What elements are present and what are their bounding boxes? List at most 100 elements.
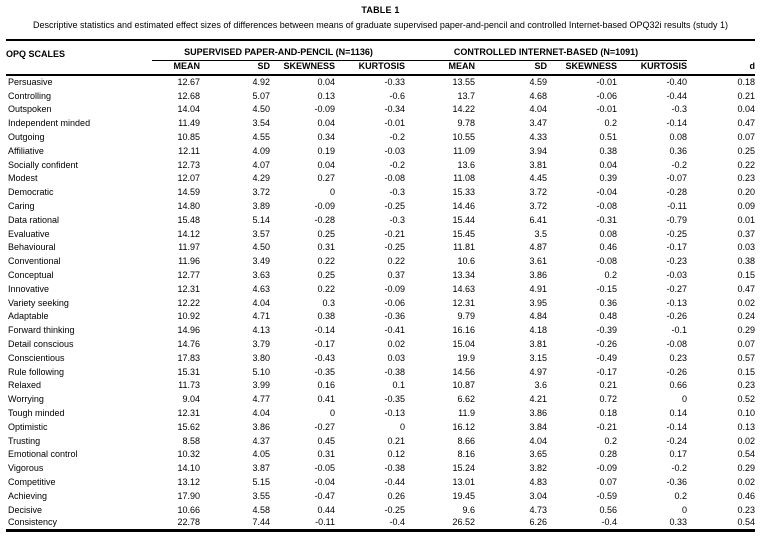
cell-value: 3.95 [529,297,547,308]
cell-value: 0.38 [317,311,335,322]
subheader-effect-size-d: d [687,61,756,76]
cell-value: -0.28 [666,187,688,198]
cell-value: 3.86 [252,421,270,432]
cell-value: 11.9 [458,407,475,418]
table-row: Independent minded 11.49 3.54 0.04 -0.01 9.78… [6,116,755,130]
cell-value: 16.12 [452,421,475,432]
scale-name: Evaluative [8,228,50,239]
cell-value: 4.58 [252,504,270,515]
cell-value: 12.31 [177,407,200,418]
cell-value: 0.21 [387,435,405,446]
cell-value: -0.15 [596,283,617,294]
cell-value: 3.55 [252,490,270,501]
cell-value: -0.26 [666,366,688,377]
cell-value: 3.82 [529,463,547,474]
scale-name: Caring [8,200,35,211]
cell-value: -0.14 [666,421,688,432]
cell-value: -0.41 [384,325,405,336]
cell-value: -0.09 [314,104,335,115]
cell-value: 4.63 [252,283,270,294]
cell-value: 3.65 [529,449,547,460]
descriptive-statistics-table: OPQ SCALES SUPERVISED PAPER-AND-PENCIL (… [6,39,756,532]
scale-name: Outgoing [8,131,45,142]
cell-value: -0.01 [384,118,405,129]
cell-value: 4.73 [529,504,547,515]
subheader-kurtosis-2: KURTOSIS [617,61,688,76]
cell-value: 10.6 [457,256,475,267]
cell-value: 4.21 [529,394,547,405]
cell-value: 0.24 [737,311,756,322]
cell-value: 14.22 [452,104,475,115]
scale-name: Rule following [8,366,65,377]
cell-value: 8.58 [182,435,200,446]
table-row: Innovative 12.31 4.63 0.22 -0.09 14.63 4.91 -0.… [6,282,755,296]
cell-value: 4.33 [529,131,547,142]
cell-value: 4.50 [252,242,270,253]
cell-value: 14.12 [177,228,200,239]
table-row: Behavioural 11.97 4.50 0.31 -0.25 11.81 4.87 0.… [6,241,755,255]
cell-value: 13.34 [452,269,475,280]
scale-name: Trusting [8,435,41,446]
scale-name: Controlling [8,90,52,101]
cell-value: 0.36 [599,297,617,308]
table-row: Modest 12.07 4.29 0.27 -0.08 11.08 4.45 0.39 -0.… [6,172,755,186]
cell-value: -0.26 [596,338,617,349]
cell-value: 4.59 [529,76,547,87]
cell-value: -0.34 [384,104,405,115]
table-row: Conceptual 12.77 3.63 0.25 0.37 13.34 3.86 0.2 -… [6,268,755,282]
cell-value: -0.13 [384,407,405,418]
cell-value: 0.25 [317,269,335,280]
table-row: Variety seeking 12.22 4.04 0.3 -0.06 12.31 3.9… [6,296,755,310]
cell-value: -0.33 [384,76,405,87]
cell-value: -0.35 [314,366,335,377]
cell-value: 0.38 [737,256,756,267]
cell-value: -0.25 [384,200,405,211]
scale-name: Independent minded [8,118,91,129]
table-number-label: TABLE 1 [361,5,400,15]
scale-name: Optimistic [8,421,48,432]
table-row: Socially confident 12.73 4.07 0.04 -0.2 13.6 3… [6,158,755,172]
cell-value: 13.55 [452,76,475,87]
subheader-skewness-2: SKEWNESS [547,61,617,76]
cell-value: 9.04 [182,394,200,405]
cell-value: -0.3 [389,187,405,198]
cell-value: 0.12 [387,449,405,460]
cell-value: 14.04 [177,104,200,115]
cell-value: 10.87 [452,380,475,391]
cell-value: 4.71 [252,311,270,322]
scale-name: Conventional [8,256,61,267]
cell-value: 3.57 [252,228,270,239]
cell-value: 0.44 [317,504,335,515]
cell-value: 11.08 [453,173,475,184]
subheader-mean-1: MEAN [152,61,200,76]
cell-value: 12.67 [177,76,200,87]
scale-name: Detail conscious [8,338,74,349]
cell-value: 13.12 [177,476,200,487]
cell-value: 0.13 [737,421,756,432]
cell-value: 14.80 [177,200,200,211]
cell-value: 14.59 [177,187,200,198]
scale-name: Democratic [8,187,54,198]
cell-value: -0.25 [384,504,405,515]
scale-name: Behavioural [8,242,56,253]
cell-value: 0.2 [604,435,617,446]
cell-value: 0.23 [737,380,756,391]
cell-value: -0.79 [666,214,688,225]
cell-value: 0.15 [737,366,756,377]
table-row: Data rational 15.48 5.14 -0.28 -0.3 15.44 6.41… [6,213,755,227]
cell-value: 11.81 [453,242,475,253]
cell-value: 0.19 [317,145,335,156]
cell-value: 0.04 [317,159,335,170]
cell-value: 0.07 [599,476,617,487]
cell-value: 10.55 [452,131,475,142]
cell-value: -0.44 [384,476,405,487]
cell-value: 0.1 [392,380,405,391]
cell-value: -0.1 [671,325,688,336]
cell-value: -0.2 [671,159,688,170]
cell-value: 0.36 [669,145,688,156]
cell-value: 0.3 [322,297,335,308]
cell-value: -0.27 [666,283,688,294]
cell-value: 6.41 [529,214,547,225]
scale-name: Competitive [8,476,56,487]
scale-name: Modest [8,173,38,184]
